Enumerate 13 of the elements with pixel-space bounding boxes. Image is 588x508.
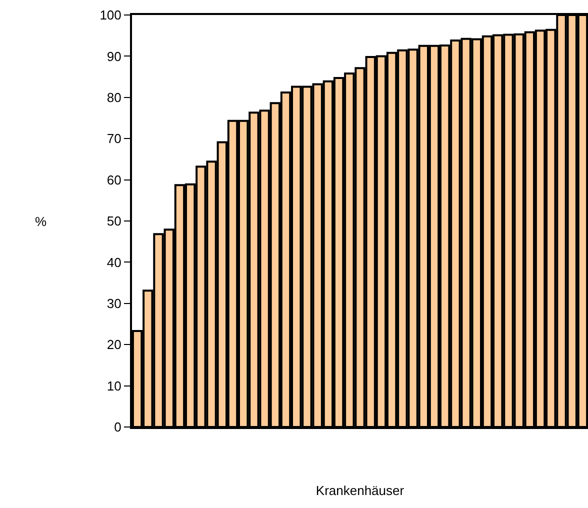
y-tick-label: 70 (106, 131, 122, 146)
x-axis-title: Krankenhäuser (316, 483, 405, 498)
y-tick-label: 100 (100, 8, 122, 23)
y-tick-label: 0 (114, 420, 122, 435)
y-tick-label: 20 (106, 337, 122, 352)
y-tick-label: 50 (106, 214, 122, 229)
y-axis-title: % (35, 214, 47, 229)
y-tick-label: 60 (106, 172, 122, 188)
y-tick-label: 30 (106, 296, 122, 311)
y-tick-label: 90 (106, 48, 122, 64)
y-tick-label: 80 (106, 90, 122, 105)
y-tick-label: 40 (106, 254, 122, 270)
y-tick-label: 10 (106, 378, 122, 394)
